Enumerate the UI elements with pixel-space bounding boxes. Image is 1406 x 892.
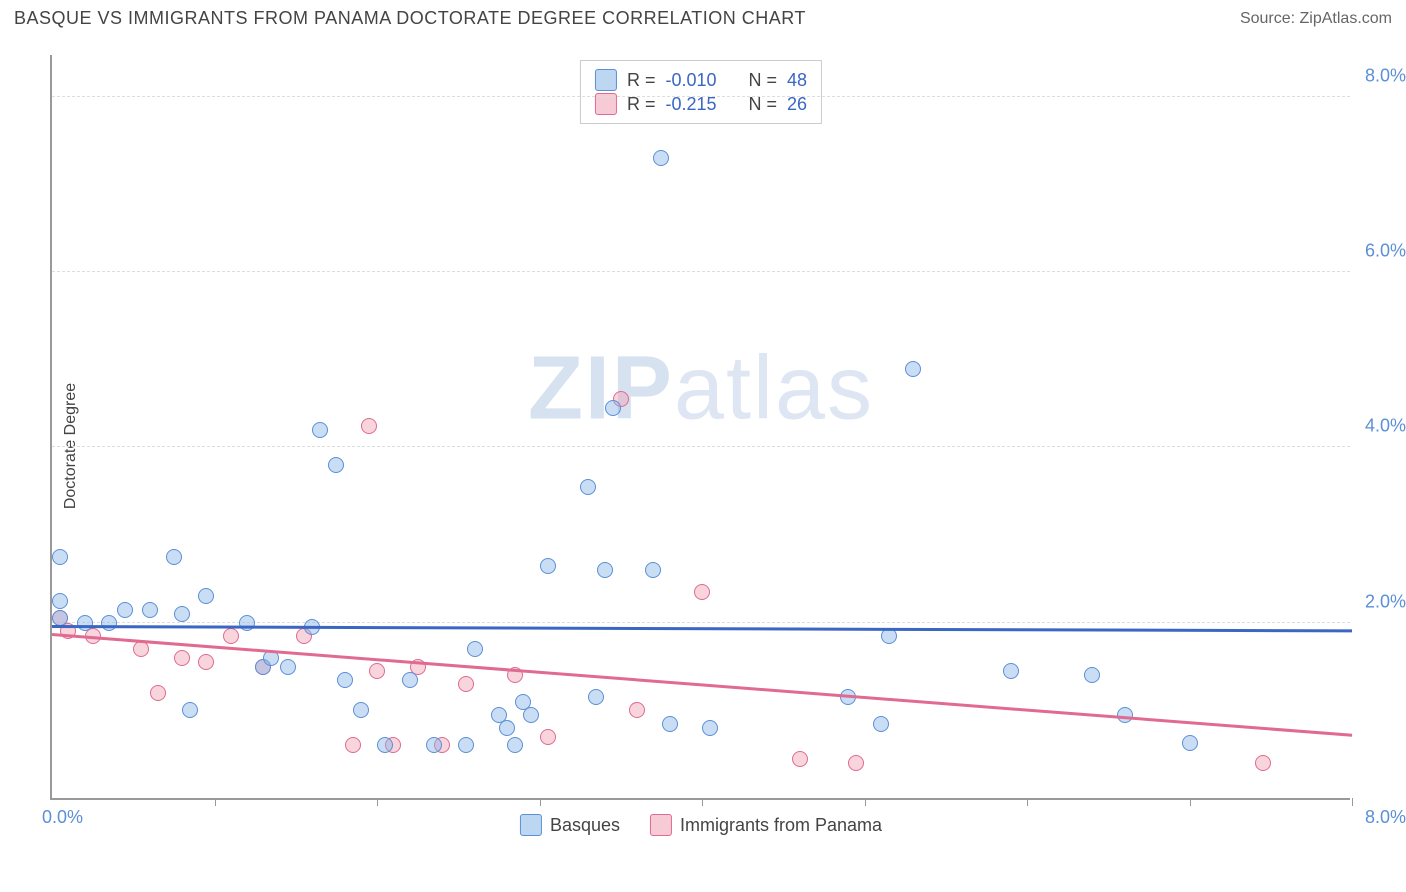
data-point [1182, 735, 1198, 751]
legend-row: R = -0.010 N = 48 [595, 69, 807, 91]
data-point [605, 400, 621, 416]
data-point [792, 751, 808, 767]
data-point [77, 615, 93, 631]
gridline [52, 96, 1350, 97]
data-point [361, 418, 377, 434]
data-point [150, 685, 166, 701]
data-point [458, 676, 474, 692]
data-point [458, 737, 474, 753]
data-point [653, 150, 669, 166]
legend-item: Immigrants from Panama [650, 814, 882, 836]
x-tick [377, 798, 378, 806]
data-point [174, 606, 190, 622]
x-tick [215, 798, 216, 806]
data-point [702, 720, 718, 736]
data-point [597, 562, 613, 578]
y-tick-label: 8.0% [1365, 65, 1406, 86]
data-point [223, 628, 239, 644]
data-point [52, 610, 68, 626]
legend-item: Basques [520, 814, 620, 836]
data-point [629, 702, 645, 718]
legend-r-value: -0.010 [665, 70, 716, 91]
legend-r-label: R = [627, 70, 656, 91]
data-point [239, 615, 255, 631]
data-point [377, 737, 393, 753]
gridline [52, 271, 1350, 272]
data-point [1003, 663, 1019, 679]
data-point [540, 558, 556, 574]
data-point [101, 615, 117, 631]
data-point [117, 602, 133, 618]
legend-swatch [520, 814, 542, 836]
data-point [645, 562, 661, 578]
y-tick-label: 4.0% [1365, 416, 1406, 437]
data-point [1084, 667, 1100, 683]
gridline [52, 446, 1350, 447]
chart-title: BASQUE VS IMMIGRANTS FROM PANAMA DOCTORA… [14, 8, 806, 29]
data-point [353, 702, 369, 718]
data-point [182, 702, 198, 718]
legend-swatch [650, 814, 672, 836]
data-point [1255, 755, 1271, 771]
data-point [280, 659, 296, 675]
x-max-label: 8.0% [1365, 807, 1406, 828]
x-tick [1352, 798, 1353, 806]
scatter-chart: ZIPatlas R =-0.010N =48R =-0.215N =26 0.… [50, 55, 1350, 800]
data-point [345, 737, 361, 753]
data-point [523, 707, 539, 723]
data-point [467, 641, 483, 657]
data-point [694, 584, 710, 600]
data-point [52, 593, 68, 609]
data-point [198, 588, 214, 604]
series-legend: Basques Immigrants from Panama [520, 814, 882, 836]
y-tick-label: 6.0% [1365, 241, 1406, 262]
data-point [426, 737, 442, 753]
data-point [337, 672, 353, 688]
x-tick [540, 798, 541, 806]
legend-label: Basques [550, 815, 620, 836]
data-point [580, 479, 596, 495]
data-point [142, 602, 158, 618]
data-point [588, 689, 604, 705]
data-point [133, 641, 149, 657]
data-point [873, 716, 889, 732]
data-point [328, 457, 344, 473]
x-tick [865, 798, 866, 806]
legend-swatch [595, 69, 617, 91]
data-point [507, 737, 523, 753]
x-tick [702, 798, 703, 806]
data-point [662, 716, 678, 732]
legend-n-label: N = [749, 70, 778, 91]
data-point [312, 422, 328, 438]
data-point [540, 729, 556, 745]
data-point [905, 361, 921, 377]
correlation-legend: R =-0.010N =48R =-0.215N =26 [580, 60, 822, 124]
legend-n-value: 48 [787, 70, 807, 91]
y-tick-label: 2.0% [1365, 591, 1406, 612]
x-tick [1190, 798, 1191, 806]
x-origin-label: 0.0% [42, 807, 83, 828]
watermark: ZIPatlas [528, 338, 874, 441]
source-attribution: Source: ZipAtlas.com [1240, 10, 1392, 28]
data-point [174, 650, 190, 666]
data-point [848, 755, 864, 771]
legend-label: Immigrants from Panama [680, 815, 882, 836]
trend-line [52, 633, 1352, 736]
data-point [198, 654, 214, 670]
x-tick [1027, 798, 1028, 806]
data-point [499, 720, 515, 736]
data-point [166, 549, 182, 565]
data-point [402, 672, 418, 688]
data-point [369, 663, 385, 679]
data-point [52, 549, 68, 565]
